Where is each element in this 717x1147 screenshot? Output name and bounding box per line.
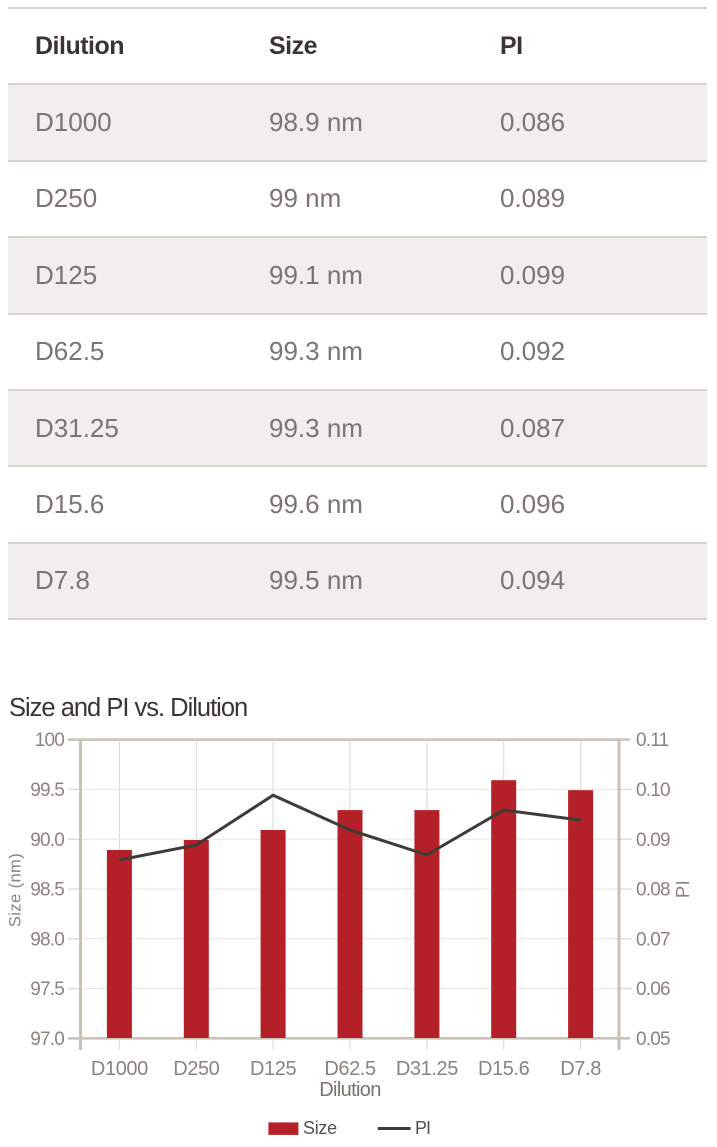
svg-text:Size: Size	[303, 1118, 337, 1138]
svg-text:D62.5: D62.5	[324, 1058, 376, 1080]
svg-text:0.09: 0.09	[636, 830, 670, 851]
svg-text:97.5: 97.5	[30, 979, 64, 1000]
svg-text:100: 100	[35, 730, 65, 751]
svg-text:D125: D125	[250, 1058, 296, 1080]
svg-text:D7.8: D7.8	[560, 1058, 601, 1080]
svg-text:D250: D250	[173, 1058, 219, 1080]
svg-text:0.08: 0.08	[636, 880, 670, 901]
svg-text:0.05: 0.05	[636, 1029, 670, 1050]
svg-text:0.07: 0.07	[636, 929, 670, 950]
svg-text:D15.6: D15.6	[478, 1058, 530, 1080]
svg-text:D1000: D1000	[91, 1058, 148, 1080]
svg-text:90.0: 90.0	[30, 830, 64, 851]
svg-text:98.0: 98.0	[30, 929, 64, 950]
svg-text:PI: PI	[672, 880, 693, 898]
svg-text:99.5: 99.5	[30, 780, 64, 801]
svg-text:Dilution: Dilution	[319, 1079, 381, 1101]
svg-text:98.5: 98.5	[30, 880, 64, 901]
svg-text:Size and PI vs. Dilution: Size and PI vs. Dilution	[9, 694, 247, 722]
svg-text:D31.25: D31.25	[396, 1058, 458, 1080]
svg-text:97.0: 97.0	[30, 1029, 64, 1050]
svg-text:0.10: 0.10	[636, 780, 670, 801]
svg-text:Size (nm): Size (nm)	[7, 853, 25, 927]
svg-text:PI: PI	[415, 1118, 430, 1138]
svg-text:0.06: 0.06	[636, 979, 670, 1000]
svg-text:0.11: 0.11	[636, 730, 669, 751]
